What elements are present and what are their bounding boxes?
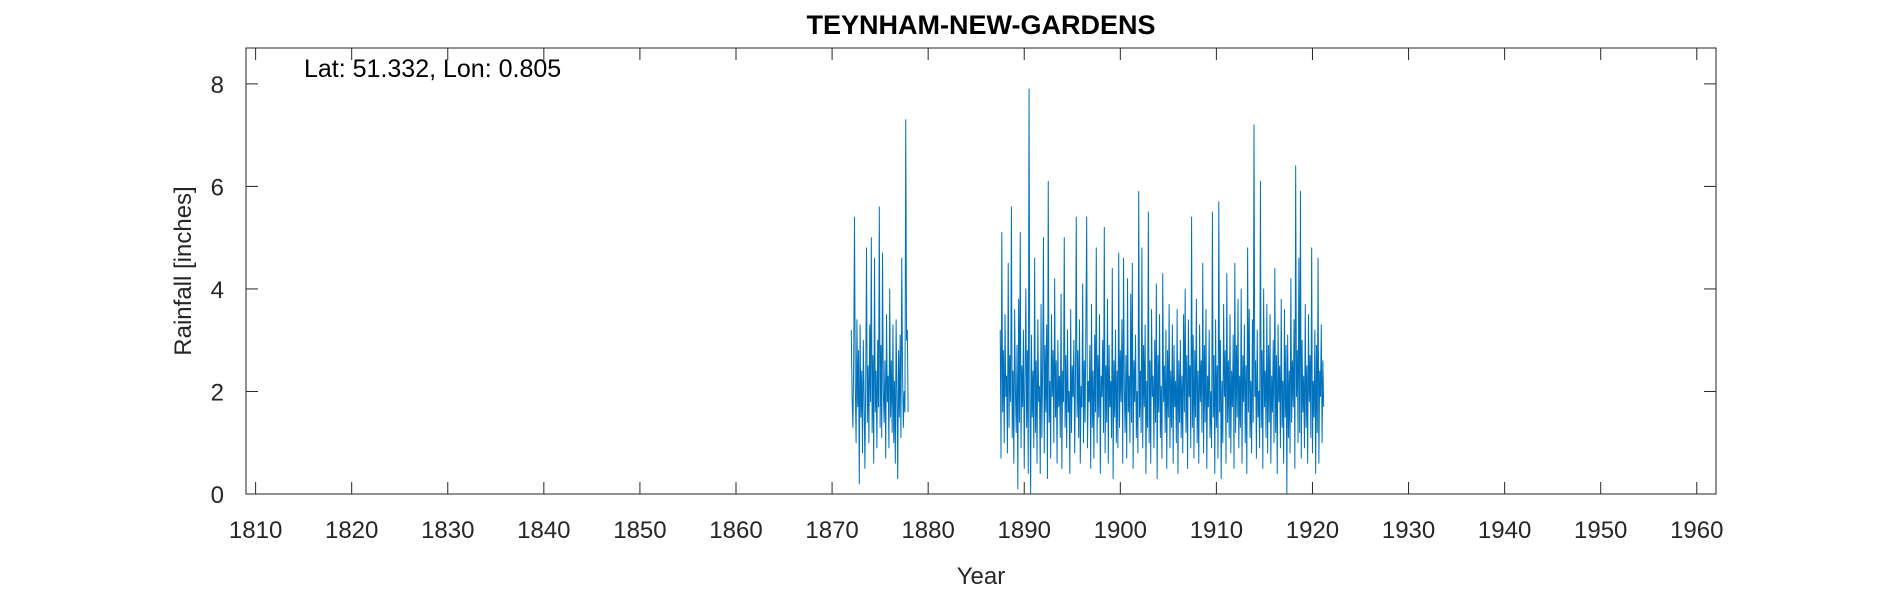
y-tick-label: 6 bbox=[211, 174, 224, 201]
x-tick-label: 1900 bbox=[1094, 517, 1147, 544]
x-tick-label: 1960 bbox=[1670, 517, 1723, 544]
x-tick-label: 1820 bbox=[325, 517, 378, 544]
y-axis-label: Rainfall [inches] bbox=[170, 186, 197, 355]
rainfall-series-line bbox=[850, 119, 909, 485]
x-tick-label: 1950 bbox=[1574, 517, 1627, 544]
location-annotation: Lat: 51.332, Lon: 0.805 bbox=[304, 55, 561, 83]
x-tick-label: 1910 bbox=[1190, 517, 1243, 544]
x-axis: 1810 1820 1830 1840 1850 1860 1870 1880 1890 1900… bbox=[229, 48, 1723, 544]
axes-background bbox=[246, 48, 1716, 494]
x-tick-label: 1860 bbox=[709, 517, 762, 544]
x-tick-label: 1830 bbox=[421, 517, 474, 544]
x-tick-label: 1880 bbox=[901, 517, 954, 544]
x-tick-label: 1870 bbox=[805, 517, 858, 544]
x-tick-label: 1890 bbox=[998, 517, 1051, 544]
x-axis-label: Year bbox=[957, 563, 1006, 590]
axes-box bbox=[245, 47, 1717, 495]
y-tick-label: 8 bbox=[211, 72, 224, 99]
y-tick-label: 0 bbox=[211, 482, 224, 509]
series-layer bbox=[850, 88, 1325, 495]
x-tick-label: 1930 bbox=[1382, 517, 1435, 544]
y-tick-label: 4 bbox=[211, 277, 224, 304]
x-tick-label: 1920 bbox=[1286, 517, 1339, 544]
x-tick-label: 1940 bbox=[1478, 517, 1531, 544]
x-tick-label: 1810 bbox=[229, 517, 282, 544]
rainfall-series-line bbox=[999, 88, 1325, 495]
x-tick-label: 1850 bbox=[613, 517, 666, 544]
chart-title: TEYNHAM-NEW-GARDENS bbox=[807, 10, 1156, 40]
y-axis: 0 2 4 6 8 bbox=[211, 72, 1716, 509]
y-tick-label: 2 bbox=[211, 379, 224, 406]
x-tick-label: 1840 bbox=[517, 517, 570, 544]
